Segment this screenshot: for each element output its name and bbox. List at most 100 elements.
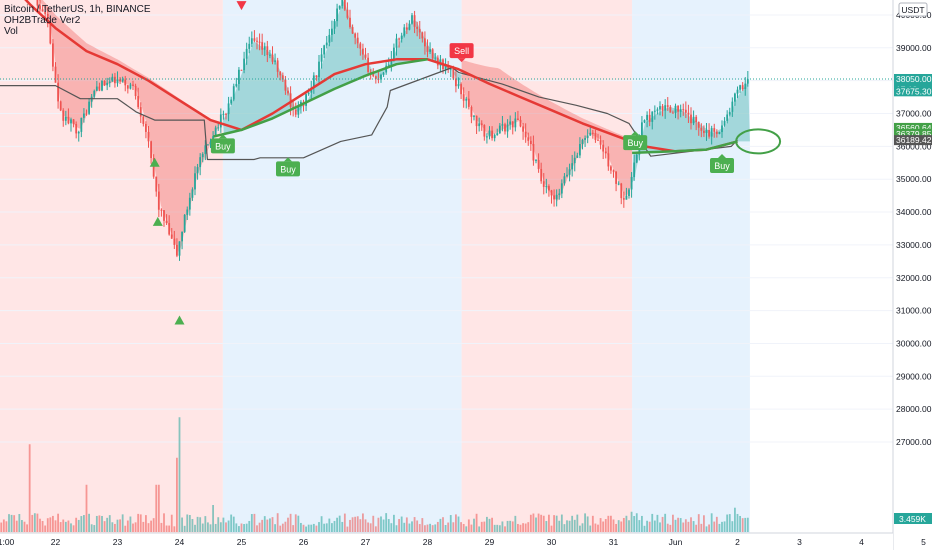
volume-bar [181,517,183,532]
candle-body [703,130,705,133]
volume-bar [201,523,204,532]
volume-bar [196,516,199,532]
candle-body [697,122,700,128]
legend-title[interactable]: Bitcoin / TetherUS, 1h, BINANCE [4,4,151,15]
legend-indicator[interactable]: OH2BTrade Ver2 [4,15,81,26]
volume-bar [292,525,295,532]
volume-bar [62,519,65,532]
sell-label[interactable]: Sell [449,43,474,63]
price-label-text: 38050.00 [896,74,932,84]
volume-bar [617,520,620,532]
volume-bar [0,522,3,532]
volume-bar [677,517,679,532]
volume-bar [607,515,610,532]
candle-body [103,80,106,86]
candle-body [305,94,307,106]
volume-bar [542,515,545,532]
y-tick-label: 28000.00 [896,404,932,414]
candle-body [95,86,98,91]
volume-bar [651,513,654,532]
candle-body [170,234,173,239]
volume-bar [8,514,10,532]
candle-body [287,90,289,94]
volume-bar [653,520,656,532]
candle-body [576,155,579,158]
volume-bar [253,513,256,532]
candle-body [279,71,282,76]
candle-body [517,118,519,120]
currency-tag[interactable]: USDT [898,2,928,17]
candle-body [584,138,586,140]
candle-body [682,109,685,111]
highlight-ellipse[interactable] [735,128,782,155]
volume-bar [28,444,31,532]
candle-body [328,34,331,43]
cloud-fills [38,0,750,254]
x-tick-label: 27 [361,537,371,547]
candle-body [165,220,168,224]
volume-bar [385,513,388,532]
y-tick-label: 31000.00 [896,306,932,316]
volume-bar [119,519,121,532]
volume-bar [380,516,382,532]
volume-bar [527,522,530,532]
volume-bar [457,516,460,532]
candle-body [690,114,692,124]
candle-body [465,98,468,101]
price-label-text: 36379.85 [896,129,932,139]
volume-bar [57,513,59,532]
x-tick-label: 4 [859,537,864,547]
candle-body [739,85,741,90]
buy-label[interactable]: Buy [623,131,648,151]
candle-body [483,125,486,137]
volume-bar [64,521,67,532]
candle-body [486,136,488,138]
candle-body [191,189,194,198]
buy-label[interactable]: Buy [276,157,300,177]
volume-bar [395,525,398,532]
volume-bar [591,515,594,532]
volume-bar [641,515,643,532]
volume-bar [682,522,685,532]
volume-bar [506,520,509,532]
buy-label[interactable]: Buy [210,134,235,154]
volume-bar [72,525,75,532]
candle-body [416,26,419,29]
candle-body [542,181,545,187]
volume-bar [59,522,62,532]
volume-bar [261,519,264,532]
candle-body [204,145,207,154]
candle-body [41,9,44,12]
buy-label[interactable]: Buy [710,154,734,174]
volume-value-label: 3.459K [894,513,932,524]
candle-body [418,28,421,33]
legend-volume[interactable]: Vol [4,26,18,37]
currency-box [898,2,928,17]
volume-bar [646,520,648,532]
candle-body [312,75,315,88]
volume-bar [217,517,220,532]
volume-bar [708,524,710,532]
candle-body [403,27,406,36]
volume-bar [333,520,336,532]
volume-bar [31,514,34,532]
volume-bar [336,517,338,532]
candle-body [522,126,524,132]
candle-body [467,98,470,107]
volume-bar [630,511,633,532]
label-text: Sell [454,46,469,56]
candle-body [222,113,225,115]
x-tick-label: 29 [485,537,495,547]
volume-bar [227,520,230,532]
candle-body [457,84,460,87]
volume-bar [589,525,592,532]
candle-body [488,130,491,137]
volume-bar [52,515,54,532]
candle-body [395,38,398,48]
volume-bar [222,517,225,532]
candle-body [266,46,269,56]
candle-body [413,15,416,27]
candle-body [331,28,333,35]
candle-body [630,177,633,190]
